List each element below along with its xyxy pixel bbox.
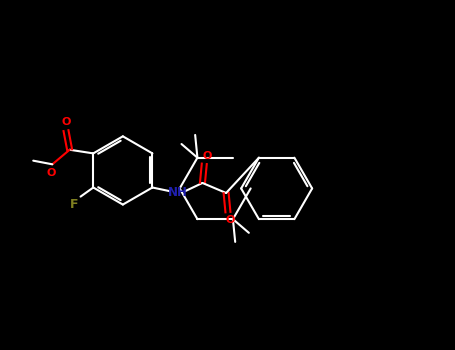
- Text: F: F: [70, 198, 78, 211]
- Text: O: O: [226, 215, 235, 225]
- Text: O: O: [47, 168, 56, 178]
- Text: O: O: [61, 118, 71, 127]
- Text: NH: NH: [168, 187, 188, 199]
- Text: O: O: [202, 150, 212, 161]
